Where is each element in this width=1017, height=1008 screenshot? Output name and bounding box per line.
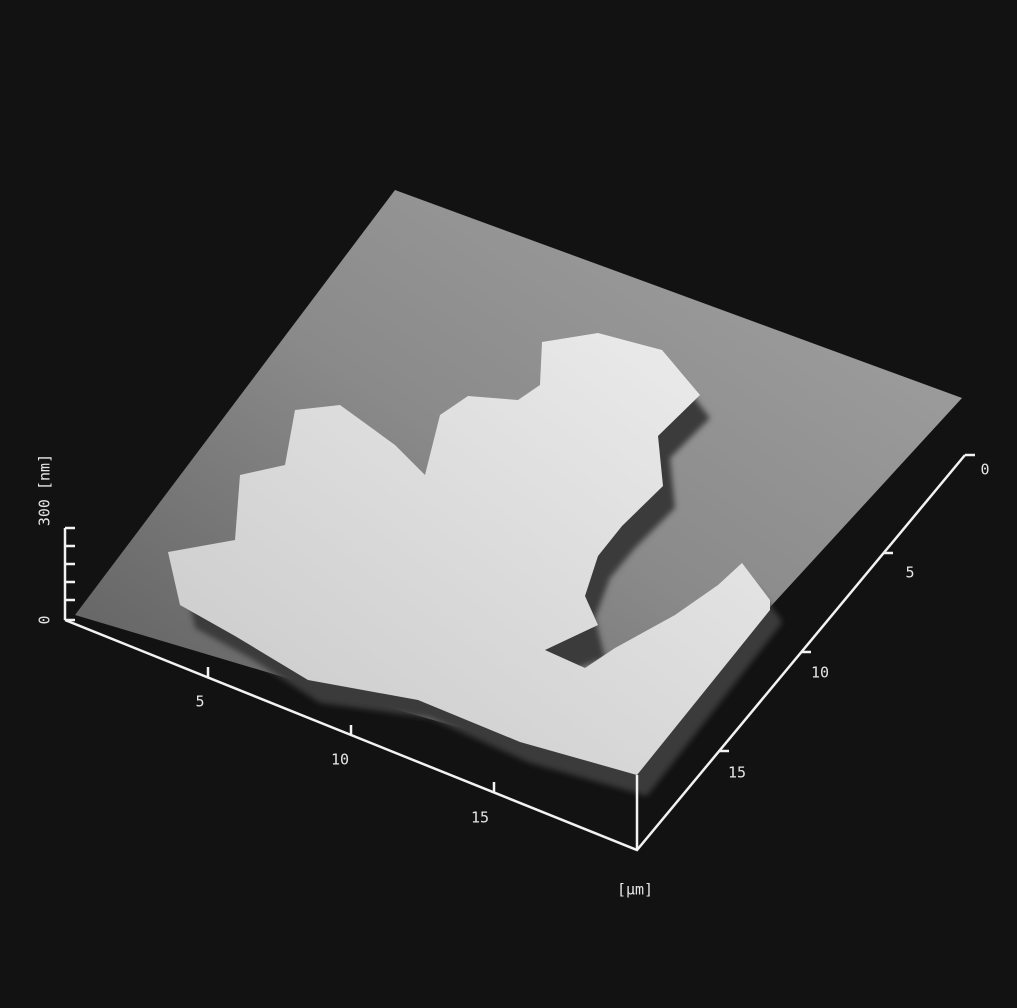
front-tick-label: 5 [195, 693, 204, 711]
afm-image: 300 [nm] 0 5 10 15 0 5 10 15 [µm] [0, 0, 1017, 1008]
front-tick-label: 15 [471, 809, 489, 827]
z-min-label: 0 [36, 615, 54, 624]
side-tick-label: 10 [811, 664, 829, 682]
side-tick-label: 15 [728, 764, 746, 782]
unit-label: [µm] [617, 881, 653, 899]
front-tick-label: 10 [331, 751, 349, 769]
side-tick-label: 5 [905, 564, 914, 582]
z-max-label: 300 [nm] [36, 454, 54, 526]
side-tick-label: 0 [980, 461, 989, 479]
